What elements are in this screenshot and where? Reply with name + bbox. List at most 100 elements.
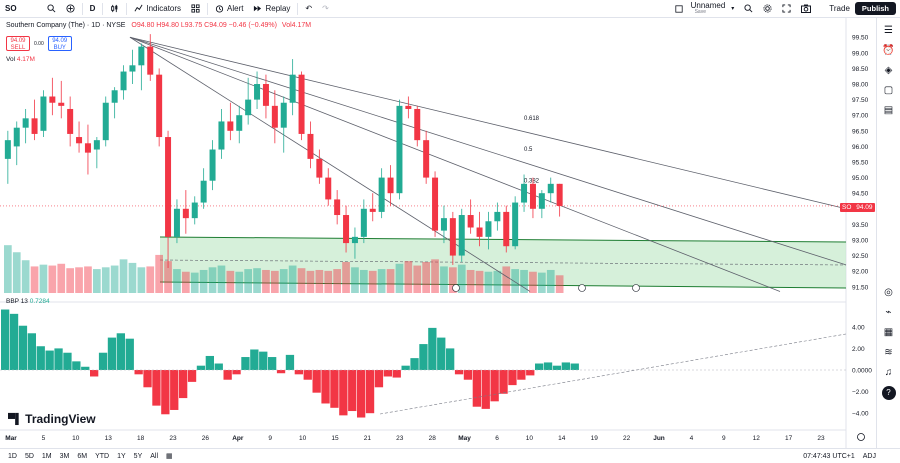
- candle-body: [120, 71, 127, 91]
- calendar-icon[interactable]: ▤: [883, 105, 894, 116]
- candle-body: [316, 158, 323, 178]
- axis-settings-gear-icon: [857, 433, 865, 441]
- signal-icon[interactable]: ≋: [884, 347, 893, 358]
- time-axis-label: 10: [299, 435, 307, 442]
- volume-bar: [538, 272, 546, 293]
- indicators-button[interactable]: Indicators: [129, 0, 186, 18]
- last-price-tag: SO 94.09: [840, 203, 875, 212]
- candle-body: [467, 215, 474, 228]
- settings-button[interactable]: [758, 0, 777, 18]
- undo-button[interactable]: ↶: [300, 0, 317, 18]
- bbp-bar: [81, 366, 90, 370]
- chart-canvas[interactable]: 99.50 99.00 98.50 98.00 97.50 97.00 96.50 96.00…: [0, 18, 876, 448]
- bbp-bar: [63, 352, 72, 370]
- range-button-5y[interactable]: 5Y: [133, 452, 143, 460]
- adj-toggle[interactable]: ADJ: [862, 452, 876, 460]
- candle-body: [547, 183, 554, 194]
- alerts-icon[interactable]: ⏰: [882, 45, 895, 56]
- range-list: 1D 5D 1M 3M 6M YTD 1Y 5Y All: [0, 453, 162, 460]
- volume-bar: [12, 252, 21, 293]
- templates-button[interactable]: [186, 0, 205, 18]
- fullscreen-button[interactable]: [777, 0, 796, 18]
- time-axis-label: 10: [526, 435, 534, 442]
- replay-button[interactable]: Replay: [248, 0, 295, 18]
- volume-bar: [351, 267, 359, 293]
- watchlist-icon[interactable]: ☰: [884, 25, 893, 36]
- range-button-all[interactable]: All: [150, 452, 159, 460]
- candle-body: [387, 177, 394, 194]
- publish-button[interactable]: Publish: [854, 2, 896, 15]
- chart-type-button[interactable]: [105, 0, 124, 18]
- date-range-icon[interactable]: ▦: [166, 453, 173, 460]
- candle-body: [111, 90, 118, 103]
- interval-button[interactable]: D: [85, 0, 101, 18]
- redo-button[interactable]: ↷: [317, 0, 334, 18]
- volume-bar: [466, 269, 475, 293]
- object-tree-icon[interactable]: ◈: [884, 65, 893, 76]
- symbol-search[interactable]: SO: [0, 0, 61, 18]
- volume-bar: [377, 269, 386, 293]
- time-axis-label: Mar: [5, 435, 17, 442]
- snapshot-button[interactable]: [796, 0, 816, 18]
- volume-bar: [110, 265, 119, 293]
- volume-bar: [173, 269, 181, 293]
- bbp-bar: [321, 370, 330, 404]
- candle-body: [360, 208, 367, 237]
- chart-area[interactable]: 99.50 99.00 98.50 98.00 97.50 97.00 96.50 96.00…: [0, 18, 876, 448]
- candle-body: [289, 74, 296, 103]
- volume-legend[interactable]: Vol 4.17M: [6, 56, 35, 63]
- quote-box: 94.09 SELL 0.00 94.09 BUY: [6, 36, 72, 51]
- ideas-icon[interactable]: ◎: [884, 287, 893, 298]
- bbp-bar: [72, 361, 81, 370]
- trade-button[interactable]: Trade: [816, 0, 855, 18]
- layout-menu[interactable]: Unnamed Save ▾: [670, 0, 740, 18]
- range-button-ytd[interactable]: YTD: [95, 452, 110, 460]
- bbp-bar: [410, 358, 419, 370]
- volume-bar: [244, 269, 252, 293]
- time-axis-label: 5: [42, 435, 46, 442]
- candle-body: [31, 118, 38, 134]
- help-icon[interactable]: ?: [881, 386, 896, 400]
- indicator-legend[interactable]: BBP 13 0.7284: [6, 298, 50, 305]
- volume-bar: [520, 269, 528, 293]
- chat-icon[interactable]: ▢: [883, 85, 894, 96]
- alert-button[interactable]: Alert: [210, 0, 248, 18]
- layout-name: Unnamed Save: [691, 1, 726, 16]
- fib-label: 0.382: [524, 178, 540, 184]
- candle-body: [494, 211, 501, 222]
- time-axis-label: 6: [495, 435, 499, 442]
- range-button-1y[interactable]: 1Y: [117, 452, 126, 460]
- bbp-bar: [463, 370, 473, 380]
- events-calendar-icon[interactable]: ▦: [883, 327, 894, 338]
- notifications-icon[interactable]: ♫: [884, 367, 893, 378]
- candle-body: [529, 183, 536, 209]
- buy-label: BUY: [53, 44, 66, 51]
- candle-body: [200, 180, 207, 203]
- buy-button[interactable]: 94.09 BUY: [47, 36, 72, 51]
- replay-label: Replay: [265, 4, 291, 13]
- tradingview-logo[interactable]: ▀▌ TradingView: [8, 412, 96, 426]
- pulse-icon[interactable]: ⌁: [885, 307, 892, 318]
- buy-price: 94.09: [52, 38, 68, 44]
- range-button-1d[interactable]: 1D: [8, 452, 17, 460]
- time-axis-label: 22: [623, 435, 631, 442]
- range-button-1m[interactable]: 1M: [41, 452, 52, 460]
- sell-button[interactable]: 94.09 SELL: [6, 36, 30, 51]
- price-axis-label: 93.00: [852, 237, 869, 244]
- compare-button[interactable]: [61, 0, 80, 18]
- time-axis-label: 14: [558, 435, 566, 442]
- time-axis-label: 9: [722, 435, 726, 442]
- quick-search-button[interactable]: [739, 0, 758, 18]
- volume-bar: [475, 270, 484, 293]
- volume-bar: [253, 268, 261, 293]
- range-button-6m[interactable]: 6M: [77, 452, 88, 460]
- volume-bar: [75, 267, 83, 293]
- volume-bar: [431, 259, 439, 293]
- volume-bar: [101, 267, 110, 293]
- bbp-bar: [508, 370, 517, 386]
- range-button-5d[interactable]: 5D: [24, 452, 34, 460]
- range-button-3m[interactable]: 3M: [59, 452, 70, 460]
- volume-bar: [529, 271, 537, 293]
- time-axis-label: Apr: [232, 435, 244, 442]
- clock[interactable]: 07:47:43 UTC+1: [803, 452, 855, 460]
